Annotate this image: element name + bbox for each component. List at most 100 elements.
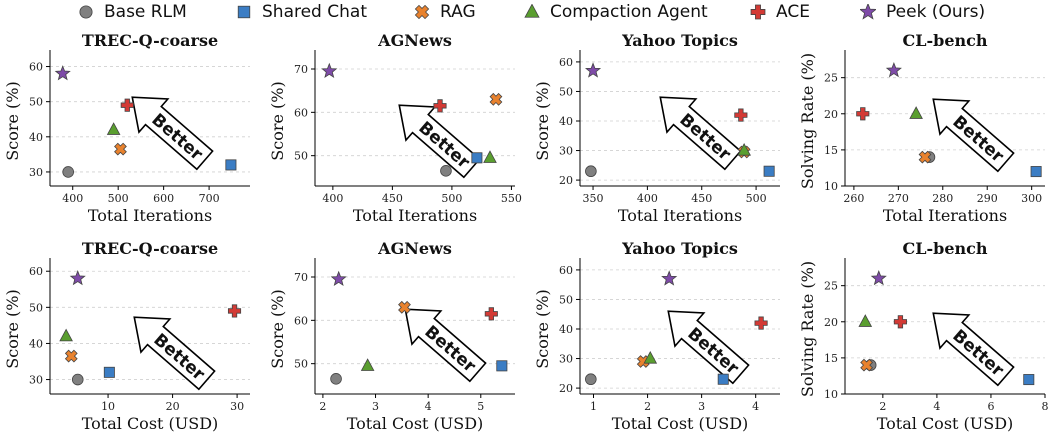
legend: Base RLM Shared Chat RAG Compaction Agen… (0, 0, 1049, 24)
x-tick-label: 270 (888, 192, 909, 205)
legend-label: ACE (776, 2, 810, 22)
x-marker (414, 4, 430, 20)
data-point-square (1023, 374, 1035, 386)
data-point-star (330, 270, 347, 287)
better-arrow: Better (659, 96, 742, 171)
x-axis-label: Total Cost (USD) (877, 414, 1014, 433)
y-tick-label: 60 (559, 264, 573, 277)
legend-item: Shared Chat (236, 0, 367, 24)
y-axis-label: Solving Rate (%) (798, 261, 817, 397)
y-axis-label: Score (%) (268, 289, 287, 368)
better-arrow: Better (398, 104, 481, 179)
y-tick-label: 30 (29, 166, 43, 179)
data-point-circle (585, 165, 597, 178)
y-tick-label: 20 (559, 382, 573, 395)
x-tick-label: 280 (932, 192, 953, 205)
y-tick-label: 50 (294, 358, 308, 371)
x-tick-label: 6 (987, 400, 994, 413)
circle-marker (79, 5, 93, 19)
panel-agnews-iterations: AGNews 50 60 70 400 450 500 550 Total Iterations… (265, 20, 527, 225)
data-point-x (860, 358, 874, 372)
y-tick-label: 60 (294, 106, 308, 119)
data-point-x (918, 150, 932, 164)
x-tick-label: 400 (322, 192, 343, 205)
x-tick-label: 2 (319, 400, 326, 413)
panel-title: AGNews (377, 31, 452, 50)
x-tick-label: 300 (1021, 192, 1042, 205)
legend-label: RAG (440, 2, 476, 22)
data-point-star (54, 65, 71, 81)
better-arrow: Better (932, 312, 1015, 387)
x-tick-label: 500 (746, 192, 767, 205)
x-tick-label: 4 (933, 400, 940, 413)
panel-title: TREC-Q-coarse (82, 31, 218, 50)
x-tick-label: 260 (843, 192, 864, 205)
y-tick-label: 20 (824, 108, 838, 121)
x-axis-label: Total Cost (USD) (82, 414, 219, 433)
data-point-x (114, 142, 127, 156)
legend-label: Shared Chat (262, 2, 367, 22)
x-tick-label: 2 (879, 400, 886, 413)
x-tick-label: 10 (101, 400, 115, 413)
y-tick-label: 40 (559, 115, 573, 128)
y-axis-label: Score (%) (533, 81, 552, 160)
y-tick-label: 40 (29, 131, 43, 144)
data-point-plus (893, 315, 907, 329)
panel-title: TREC-Q-coarse (82, 239, 218, 258)
x-marker-icon (414, 4, 430, 20)
data-point-circle (71, 373, 84, 386)
data-point-triangle (909, 106, 923, 119)
y-tick-label: 50 (559, 293, 573, 306)
data-point-circle (330, 373, 342, 385)
data-point-plus (120, 98, 134, 112)
legend-item: RAG (414, 0, 476, 24)
panel-clbench-iterations: CL-bench 10 15 20 25 260 270 280 290 300 Total Ite… (795, 20, 1049, 225)
x-axis-label: Total Iterations (883, 206, 1007, 225)
x-tick-label: 1 (590, 400, 597, 413)
y-tick-label: 50 (294, 150, 308, 163)
data-point-circle (440, 165, 452, 177)
data-point-triangle (483, 150, 497, 163)
y-tick-label: 60 (559, 56, 573, 69)
y-axis-label: Score (%) (268, 81, 287, 160)
x-tick-label: 450 (382, 192, 403, 205)
x-axis-label: Total Iterations (353, 206, 477, 225)
y-tick-label: 40 (29, 337, 43, 350)
x-axis-label: Total Iterations (88, 206, 212, 225)
data-point-star (885, 61, 902, 78)
panel-trec-iterations: TREC-Q-coarse 30 40 50 60 400 500 600 700 Total I… (0, 20, 262, 225)
better-arrow: Better (133, 316, 216, 391)
square-marker (237, 5, 251, 19)
x-tick-label: 400 (637, 192, 658, 205)
data-point-star (870, 269, 887, 286)
data-point-triangle (737, 142, 751, 156)
y-tick-label: 30 (559, 353, 573, 366)
y-tick-label: 20 (824, 316, 838, 329)
data-point-circle (585, 373, 597, 386)
circle-marker-icon (79, 5, 93, 19)
x-tick-label: 290 (977, 192, 998, 205)
y-tick-label: 60 (29, 61, 43, 74)
data-point-plus (227, 304, 242, 318)
legend-item: Base RLM (78, 0, 187, 24)
data-point-triangle (858, 314, 873, 327)
x-tick-label: 30 (230, 400, 244, 413)
data-point-x (398, 300, 411, 314)
data-point-circle (62, 166, 74, 178)
panel-trec-cost: TREC-Q-coarse 30 40 50 60 10 20 30 Total Cost (U… (0, 228, 262, 433)
y-tick-label: 60 (294, 314, 308, 327)
panel-title: CL-bench (903, 239, 988, 258)
y-tick-label: 25 (824, 280, 838, 293)
y-tick-label: 40 (559, 323, 573, 336)
y-tick-label: 50 (29, 96, 43, 109)
square-marker-icon (237, 5, 251, 19)
data-point-square (225, 159, 237, 171)
x-tick-label: 400 (62, 192, 83, 205)
y-tick-label: 25 (824, 72, 838, 85)
data-point-triangle (643, 350, 658, 364)
plus-marker (750, 4, 766, 20)
y-tick-label: 20 (559, 174, 573, 187)
data-point-star (321, 62, 338, 79)
star-marker-icon (860, 4, 876, 20)
